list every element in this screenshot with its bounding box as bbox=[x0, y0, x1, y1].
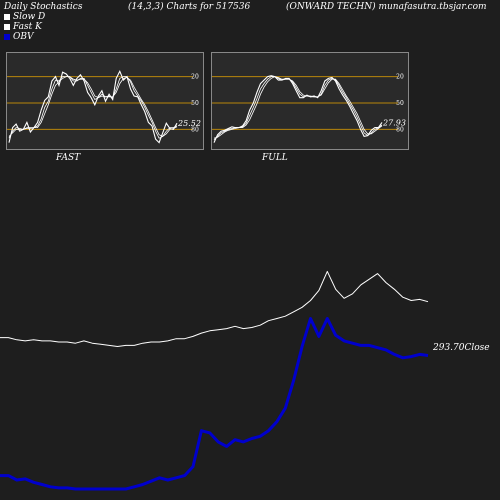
close-price-label: 293.70Close bbox=[433, 343, 490, 353]
tick-label-80: 20 bbox=[396, 74, 404, 81]
full-stochastic-chart: 80 50 20 27.93 bbox=[212, 74, 406, 143]
chart-title: Daily Stochastics bbox=[4, 2, 83, 12]
stoch-series-0 bbox=[213, 75, 383, 143]
tick-label-50: 50 bbox=[191, 100, 199, 107]
full-stochastic-panel: 80 50 20 27.93 bbox=[211, 52, 409, 150]
last-value-label: 27.93 bbox=[382, 118, 406, 127]
legend-label: Slow D bbox=[13, 12, 46, 22]
legend-label: Fast K bbox=[13, 22, 42, 32]
tick-label-80: 20 bbox=[191, 74, 199, 81]
fast-stochastic-chart: 80 50 20 25.52 bbox=[7, 69, 201, 144]
company-source: (ONWARD TECHN) munafasutra.tbsjar.com bbox=[286, 2, 487, 12]
obv-line bbox=[0, 317, 429, 491]
stoch-series-0 bbox=[8, 69, 178, 144]
legend-fast-k: Fast K bbox=[4, 22, 45, 32]
stoch-series-2 bbox=[213, 76, 383, 139]
legend-swatch bbox=[4, 34, 10, 40]
chart-params: (14,3,3) Charts for 517536 bbox=[128, 2, 251, 12]
fast-panel-label: FAST bbox=[56, 153, 81, 163]
tick-label-20: 80 bbox=[191, 126, 199, 133]
price-line bbox=[0, 270, 429, 347]
legend-swatch bbox=[4, 14, 10, 20]
legend: Slow D Fast K OBV bbox=[4, 12, 45, 42]
stoch-series-2 bbox=[8, 76, 178, 137]
fast-stochastic-panel: 80 50 20 25.52 bbox=[6, 52, 204, 150]
last-value-label: 25.52 bbox=[177, 119, 201, 128]
stoch-series-1 bbox=[213, 76, 383, 141]
full-panel-label: FULL bbox=[262, 153, 288, 163]
stoch-series-1 bbox=[8, 76, 178, 139]
legend-swatch bbox=[4, 24, 10, 30]
tick-label-50: 50 bbox=[396, 100, 404, 107]
legend-label: OBV bbox=[13, 32, 34, 42]
legend-slow-d: Slow D bbox=[4, 12, 45, 22]
legend-obv: OBV bbox=[4, 32, 45, 42]
tick-label-20: 80 bbox=[396, 126, 404, 133]
